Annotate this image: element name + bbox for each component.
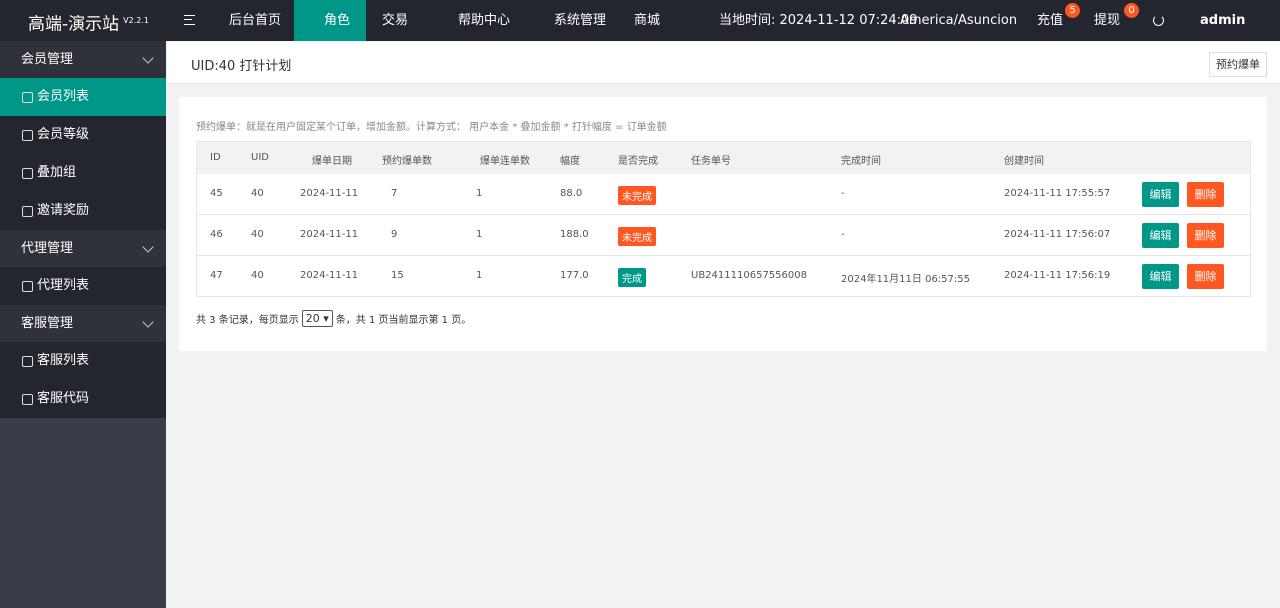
menu-group[interactable]: 客服管理 bbox=[0, 305, 166, 342]
withdraw-badge: 0 bbox=[1124, 3, 1139, 18]
table-cell: 47 bbox=[210, 270, 223, 281]
table-cell: 40 bbox=[251, 229, 264, 240]
table-cell: 9 bbox=[391, 229, 398, 240]
table-row: 46 40 2024-11-11 9 1 188.0 未完成 - 2024-11-11 17:5… bbox=[197, 216, 1250, 256]
sidebar: 会员管理 会员列表 会员等级 叠加组 邀请奖励 代理管理 代理列表 客服管理 客服列表 客服代码 bbox=[0, 41, 166, 608]
table-cell: 177.0 bbox=[560, 270, 589, 281]
table-cell: - bbox=[841, 229, 845, 240]
menu-item[interactable]: 邀请奖励 bbox=[0, 192, 166, 230]
pagination-suffix: 条，共 1 页当前显示第 1 页。 bbox=[335, 315, 472, 326]
user-menu[interactable]: admin bbox=[1200, 13, 1246, 28]
menu-item[interactable]: 叠加组 bbox=[0, 154, 166, 192]
nav-item[interactable]: 帮助中心 bbox=[458, 13, 511, 28]
logo[interactable]: 高端-演示站 V2.2.1 bbox=[0, 0, 166, 41]
edit-button[interactable]: 编辑 bbox=[1142, 264, 1179, 289]
recharge-badge: 5 bbox=[1065, 3, 1080, 18]
note: 预约爆单：就是在用户固定某个订单，增加金额。计算方式： 用户本金 * 叠加金额 … bbox=[196, 122, 667, 133]
column-header: 创建时间 bbox=[1004, 156, 1044, 167]
table-cell: 1 bbox=[476, 270, 483, 281]
menu-item[interactable]: 客服代码 bbox=[0, 380, 166, 418]
edit-button[interactable]: 编辑 bbox=[1142, 182, 1179, 207]
table-cell: 2024-11-11 17:56:19 bbox=[1004, 270, 1111, 281]
column-header: 是否完成 bbox=[618, 156, 658, 167]
table-cell: 1 bbox=[476, 229, 483, 240]
status-badge: 完成 bbox=[618, 268, 646, 287]
column-header: 爆单日期 bbox=[312, 156, 352, 167]
top-bar: 高端-演示站 V2.2.1 后台首页 角色 交易 帮助中心 系统管理 商城 当地时间: 20… bbox=[0, 0, 1280, 41]
reserve-button[interactable]: 预约爆单 bbox=[1209, 52, 1267, 77]
status-badge: 未完成 bbox=[618, 186, 656, 205]
edit-button[interactable]: 编辑 bbox=[1142, 223, 1179, 248]
column-header: 幅度 bbox=[560, 156, 580, 167]
status-badge: 未完成 bbox=[618, 227, 656, 246]
version: V2.2.1 bbox=[123, 16, 149, 25]
table-cell: 46 bbox=[210, 229, 223, 240]
recharge[interactable]: 充值 bbox=[1037, 13, 1064, 28]
local-time: 当地时间: 2024-11-12 07:24:09 bbox=[719, 13, 918, 28]
table-cell: 45 bbox=[210, 188, 223, 199]
table-cell: 15 bbox=[391, 270, 404, 281]
pagination-prefix: 共 3 条记录，每页显示 bbox=[196, 315, 299, 326]
column-header: 爆单连单数 bbox=[480, 156, 530, 167]
column-header: UID bbox=[251, 152, 269, 163]
menu-item[interactable]: 客服列表 bbox=[0, 342, 166, 380]
table-cell: UB2411110657556008 bbox=[691, 270, 807, 281]
table-cell: 88.0 bbox=[560, 188, 583, 199]
table-cell: 7 bbox=[391, 188, 398, 199]
column-header: 预约爆单数 bbox=[382, 156, 432, 167]
delete-button[interactable]: 删除 bbox=[1187, 264, 1224, 289]
timezone: America/Asuncion bbox=[900, 13, 1018, 28]
menu-group[interactable]: 代理管理 bbox=[0, 230, 166, 267]
nav-item[interactable]: 交易 bbox=[382, 13, 409, 28]
nav-item[interactable]: 后台首页 bbox=[229, 13, 282, 28]
page-size: 20 bbox=[305, 312, 320, 325]
card: 预约爆单：就是在用户固定某个订单，增加金额。计算方式： 用户本金 * 叠加金额 … bbox=[179, 97, 1267, 351]
column-header: ID bbox=[210, 152, 221, 163]
menu-item[interactable]: 会员列表 bbox=[0, 78, 166, 116]
page-size-select[interactable]: 20 ▾ bbox=[301, 310, 333, 327]
table-cell: 40 bbox=[251, 188, 264, 199]
delete-button[interactable]: 删除 bbox=[1187, 223, 1224, 248]
delete-button[interactable]: 删除 bbox=[1187, 182, 1224, 207]
table-row: 45 40 2024-11-11 7 1 88.0 未完成 - 2024-11-11 17:55… bbox=[197, 175, 1250, 215]
column-header: 任务单号 bbox=[691, 156, 731, 167]
withdraw[interactable]: 提现 bbox=[1094, 13, 1121, 28]
table-cell: 2024-11-11 17:56:07 bbox=[1004, 229, 1111, 240]
table-cell: 1 bbox=[476, 188, 483, 199]
breadcrumb-bar: UID:40 打针计划 预约爆单 bbox=[167, 42, 1280, 84]
menu-group[interactable]: 会员管理 bbox=[0, 41, 166, 78]
logo-text: 高端-演示站 bbox=[28, 14, 120, 35]
menu-item[interactable]: 会员等级 bbox=[0, 116, 166, 154]
table-cell: 2024-11-11 bbox=[300, 229, 359, 240]
table-cell: 2024-11-11 17:55:57 bbox=[1004, 188, 1111, 199]
breadcrumb: UID:40 打针计划 bbox=[191, 59, 292, 74]
table-cell: 2024-11-11 bbox=[300, 270, 359, 281]
column-header: 完成时间 bbox=[841, 156, 881, 167]
nav-item[interactable]: 系统管理 bbox=[554, 13, 607, 28]
table-cell: 188.0 bbox=[560, 229, 589, 240]
table-cell: 2024-11-11 bbox=[300, 188, 359, 199]
table-cell: 2024年11月11日 06:57:55 bbox=[841, 274, 970, 285]
pagination: 共 3 条记录，每页显示 20 ▾ 条，共 1 页当前显示第 1 页。 bbox=[196, 310, 471, 327]
menu-toggle[interactable] bbox=[184, 15, 195, 25]
table-cell: - bbox=[841, 188, 845, 199]
table-row: 47 40 2024-11-11 15 1 177.0 完成 UB24111106575560… bbox=[197, 257, 1250, 297]
refresh[interactable] bbox=[1153, 15, 1164, 26]
table-cell: 40 bbox=[251, 270, 264, 281]
table: ID UID 爆单日期 预约爆单数 爆单连单数 幅度 是否完成 任务单号 完成时间 创建时间 45 4… bbox=[196, 141, 1251, 297]
table-header: ID UID 爆单日期 预约爆单数 爆单连单数 幅度 是否完成 任务单号 完成时间 创建时间 bbox=[197, 142, 1250, 174]
nav-item[interactable]: 角色 bbox=[294, 0, 366, 41]
nav-item[interactable]: 商城 bbox=[634, 13, 661, 28]
menu-item[interactable]: 代理列表 bbox=[0, 267, 166, 305]
